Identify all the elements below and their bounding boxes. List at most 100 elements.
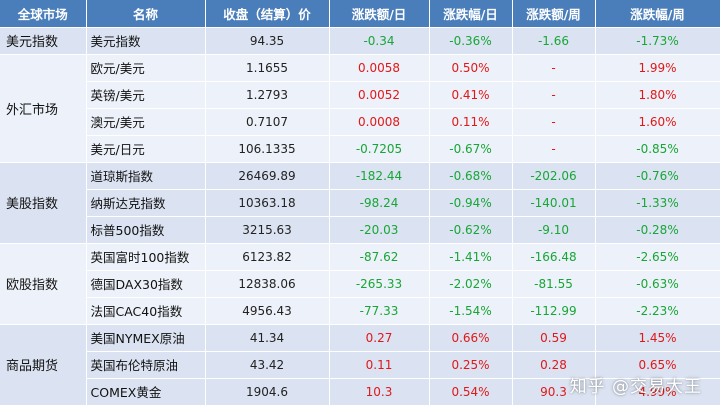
table-row: 英镑/美元 1.2793 0.0052 0.41% - 1.80% (0, 81, 720, 109)
pct-week-cell: -0.76% (595, 162, 720, 190)
name-cell: 道琼斯指数 (86, 162, 206, 190)
table-row: 美股指数 道琼斯指数 26469.89 -182.44 -0.68% -202.… (0, 162, 720, 244)
change-day-cell: -0.34 (329, 27, 430, 55)
name-cell: 欧元/美元 (86, 54, 206, 82)
change-week-cell: - (512, 135, 596, 163)
pct-day-cell: -2.02% (429, 270, 513, 298)
name-cell: 美元指数 (86, 27, 206, 55)
close-cell: 12838.06 (205, 270, 330, 298)
table-row: 外汇市场 欧元/美元 1.1655 0.0058 0.50% - 1.99% (0, 54, 720, 163)
close-cell: 41.34 (205, 324, 330, 352)
header-row: 全球市场 名称 收盘（结算）价 涨跌额/日 涨跌幅/日 涨跌额/周 涨跌幅/周 (0, 0, 720, 28)
change-week-cell: -1.66 (512, 27, 596, 55)
change-week-cell: -166.48 (512, 243, 596, 271)
watermark-text: 知乎 @交易大王 (569, 377, 702, 397)
pct-week-cell: -0.28% (595, 216, 720, 244)
table-row: 美元/日元 106.1335 -0.7205 -0.67% - -0.85% (0, 135, 720, 163)
pct-week-cell: 1.60% (595, 108, 720, 136)
change-day-cell: -0.7205 (329, 135, 430, 163)
name-cell: COMEX黄金 (86, 378, 206, 406)
change-day-cell: 0.11 (329, 351, 430, 379)
change-week-cell: 0.59 (512, 324, 596, 352)
close-cell: 1.1655 (205, 54, 330, 82)
change-day-cell: -98.24 (329, 189, 430, 217)
name-cell: 法国CAC40指数 (86, 297, 206, 325)
name-cell: 英国布伦特原油 (86, 351, 206, 379)
close-cell: 94.35 (205, 27, 330, 55)
change-day-cell: -265.33 (329, 270, 430, 298)
close-cell: 43.42 (205, 351, 330, 379)
table-row: 德国DAX30指数 12838.06 -265.33 -2.02% -81.55… (0, 270, 720, 298)
pct-week-cell: 0.65% (595, 351, 720, 379)
table-row: 欧股指数 英国富时100指数 6123.82 -87.62 -1.41% -16… (0, 243, 720, 325)
table-row: 英国布伦特原油 43.42 0.11 0.25% 0.28 0.65% (0, 351, 720, 379)
name-cell: 美国NYMEX原油 (86, 324, 206, 352)
change-week-cell: - (512, 108, 596, 136)
close-cell: 10363.18 (205, 189, 330, 217)
pct-day-cell: 0.25% (429, 351, 513, 379)
pct-week-cell: -0.85% (595, 135, 720, 163)
header-market: 全球市场 (0, 0, 87, 28)
change-day-cell: -182.44 (329, 162, 430, 190)
close-cell: 1904.6 (205, 378, 330, 406)
name-cell: 纳斯达克指数 (86, 189, 206, 217)
market-cell: 商品期货 (0, 324, 87, 406)
change-day-cell: 0.27 (329, 324, 430, 352)
close-cell: 106.1335 (205, 135, 330, 163)
name-cell: 英国富时100指数 (86, 243, 206, 271)
table-row: COMEX黄金 1904.6 10.3 0.54% 90.3 4.99% (0, 378, 720, 406)
header-pct-week: 涨跌幅/周 (595, 0, 720, 28)
pct-day-cell: -0.36% (429, 27, 513, 55)
change-day-cell: 0.0052 (329, 81, 430, 109)
pct-week-cell: -0.63% (595, 270, 720, 298)
pct-day-cell: 0.41% (429, 81, 513, 109)
change-week-cell: -112.99 (512, 297, 596, 325)
change-week-cell: - (512, 54, 596, 82)
name-cell: 英镑/美元 (86, 81, 206, 109)
pct-week-cell: -2.65% (595, 243, 720, 271)
pct-day-cell: -1.54% (429, 297, 513, 325)
table-row: 商品期货 美国NYMEX原油 41.34 0.27 0.66% 0.59 1.4… (0, 324, 720, 406)
pct-day-cell: -0.94% (429, 189, 513, 217)
change-day-cell: 10.3 (329, 378, 430, 406)
name-cell: 美元/日元 (86, 135, 206, 163)
change-week-cell: 0.28 (512, 351, 596, 379)
pct-day-cell: 0.50% (429, 54, 513, 82)
change-day-cell: 0.0058 (329, 54, 430, 82)
pct-day-cell: -0.68% (429, 162, 513, 190)
header-close: 收盘（结算）价 (205, 0, 330, 28)
table-row: 标普500指数 3215.63 -20.03 -0.62% -9.10 -0.2… (0, 216, 720, 244)
header-name: 名称 (86, 0, 206, 28)
pct-day-cell: -0.67% (429, 135, 513, 163)
close-cell: 0.7107 (205, 108, 330, 136)
change-week-cell: -81.55 (512, 270, 596, 298)
pct-week-cell: -1.73% (595, 27, 720, 55)
close-cell: 4956.43 (205, 297, 330, 325)
pct-week-cell: 1.99% (595, 54, 720, 82)
market-cell: 外汇市场 (0, 54, 87, 163)
pct-day-cell: 0.54% (429, 378, 513, 406)
pct-day-cell: -0.62% (429, 216, 513, 244)
close-cell: 3215.63 (205, 216, 330, 244)
pct-week-cell: -1.33% (595, 189, 720, 217)
market-cell: 欧股指数 (0, 243, 87, 325)
market-cell: 美元指数 (0, 27, 87, 55)
change-week-cell: -9.10 (512, 216, 596, 244)
pct-week-cell: 1.45% (595, 324, 720, 352)
change-week-cell: - (512, 81, 596, 109)
table-body: 美元指数 美元指数 94.35 -0.34 -0.36% -1.66 -1.73… (0, 27, 720, 406)
name-cell: 标普500指数 (86, 216, 206, 244)
change-day-cell: -87.62 (329, 243, 430, 271)
table-row: 美元指数 美元指数 94.35 -0.34 -0.36% -1.66 -1.73… (0, 27, 720, 55)
change-day-cell: 0.0008 (329, 108, 430, 136)
name-cell: 澳元/美元 (86, 108, 206, 136)
change-week-cell: -202.06 (512, 162, 596, 190)
pct-week-cell: 1.80% (595, 81, 720, 109)
market-cell: 美股指数 (0, 162, 87, 244)
header-change-day: 涨跌额/日 (329, 0, 430, 28)
name-cell: 德国DAX30指数 (86, 270, 206, 298)
table-row: 澳元/美元 0.7107 0.0008 0.11% - 1.60% (0, 108, 720, 136)
header-pct-day: 涨跌幅/日 (429, 0, 513, 28)
close-cell: 6123.82 (205, 243, 330, 271)
